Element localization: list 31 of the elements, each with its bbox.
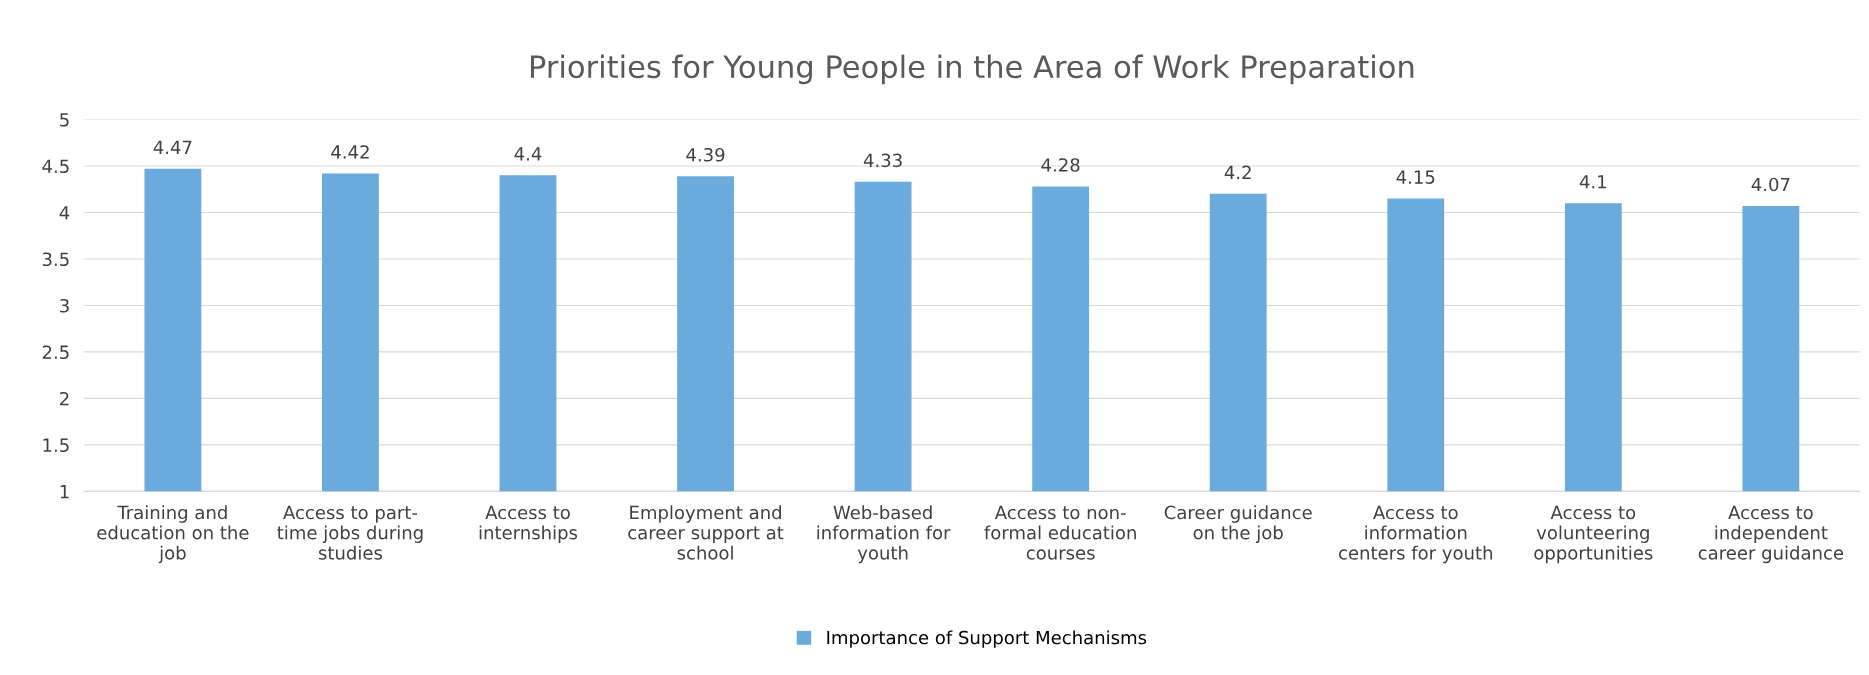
- data-label: 4.47: [153, 140, 192, 154]
- x-tick-label: Access to part- time jobs during studies: [277, 505, 423, 560]
- data-label: 4.4: [514, 147, 542, 161]
- y-tick-label: 3: [60, 298, 69, 313]
- data-label: 4.2: [1224, 165, 1251, 179]
- data-label: 4.15: [1396, 170, 1435, 184]
- x-tick-label: Access to information centers for youth: [1339, 505, 1492, 564]
- y-tick-label: 4: [59, 206, 70, 220]
- data-label: 4.07: [1751, 177, 1790, 192]
- x-tick-label: Training and education on the job: [97, 505, 249, 564]
- data-label: 4.39: [686, 147, 725, 162]
- chart-title: Priorities for Young People in the Area of Work Preparation: [530, 54, 1414, 85]
- data-label: 4.28: [1041, 158, 1080, 172]
- y-tick-label: 5: [60, 113, 69, 127]
- x-tick-label: Employment and career support at school: [628, 505, 784, 560]
- y-tick-label: 1: [60, 485, 69, 499]
- y-tick-label: 3.5: [42, 252, 69, 267]
- y-tick-label: 4.5: [42, 159, 69, 174]
- data-label: 4.33: [863, 153, 902, 168]
- x-tick-label: Career guidance on the job: [1164, 505, 1312, 543]
- x-tick-label: Access to independent career guidance: [1698, 505, 1844, 564]
- x-tick-label: Web-based information for youth: [817, 505, 951, 564]
- x-tick-label: Access to internships: [479, 505, 578, 543]
- legend-label: Importance of Support Mechanisms: [827, 630, 1147, 648]
- y-tick-label: 1.5: [43, 438, 69, 453]
- x-tick-label: Access to volunteering opportunities: [1534, 505, 1653, 564]
- data-label: 4.42: [331, 145, 369, 159]
- y-tick-label: 2: [60, 391, 69, 406]
- y-tick-label: 2.5: [42, 345, 69, 360]
- data-label: 4.1: [1579, 175, 1607, 189]
- x-tick-label: Access to non- formal education courses: [984, 505, 1136, 560]
